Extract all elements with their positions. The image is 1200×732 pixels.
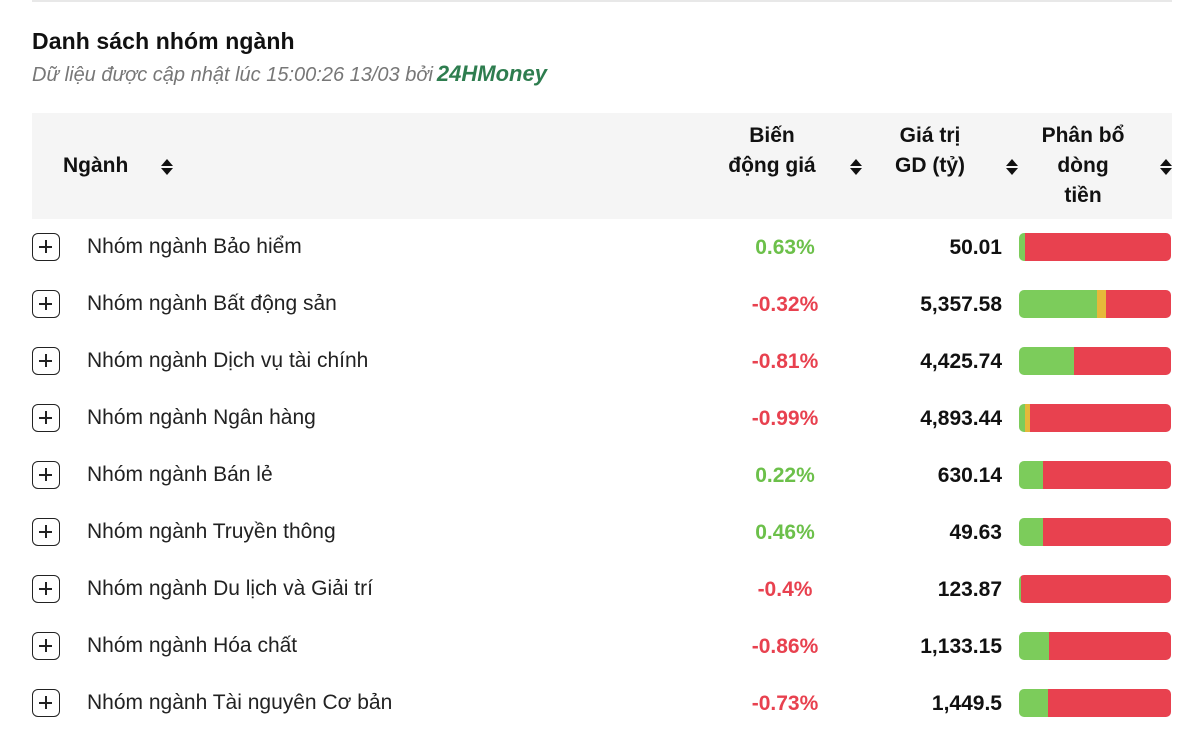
column-header-flow-line1: Phân bổ [1041,124,1125,147]
flow-segment-red [1049,632,1171,660]
page-title: Danh sách nhóm ngành [32,28,295,54]
flow-segment-green [1019,575,1021,603]
flow-segment-red [1020,575,1171,603]
industry-name[interactable]: Nhóm ngành Bán lẻ [87,463,273,486]
money-flow-bar [1019,632,1171,660]
flow-segment-green [1019,518,1044,546]
price-change: -0.32% [751,293,819,316]
flow-segment-red [1105,290,1171,318]
flow-segment-red [1047,689,1171,717]
price-change: -0.86% [751,635,819,658]
table-row: Nhóm ngành Hóa chất -0.86% 1,133.15 [32,618,1172,675]
table-row: Nhóm ngành Dịch vụ tài chính -0.81% 4,42… [32,333,1172,390]
price-change: -0.99% [751,407,819,430]
flow-segment-green [1019,632,1050,660]
column-header-name[interactable]: Ngành [63,154,129,177]
trade-value: 49.63 [949,521,1002,544]
top-divider [32,0,1172,2]
expand-icon[interactable] [32,518,60,546]
money-flow-bar [1019,575,1171,603]
expand-icon[interactable] [32,404,60,432]
price-change: 0.46% [755,521,815,544]
industry-name[interactable]: Nhóm ngành Tài nguyên Cơ bản [87,691,393,714]
flow-segment-yellow [1096,290,1106,318]
trade-value: 123.87 [937,578,1002,601]
update-text: Dữ liệu được cập nhật lúc 15:00:26 13/03… [32,64,433,86]
column-header-change-line1: Biến [749,124,795,147]
column-header-flow-line2: dòng [1057,154,1109,177]
price-change: -0.81% [751,350,819,373]
industry-name[interactable]: Nhóm ngành Hóa chất [87,634,298,657]
table-row: Nhóm ngành Bảo hiểm 0.63% 50.01 [32,219,1172,276]
money-flow-bar [1019,290,1171,318]
trade-value: 630.14 [937,464,1002,487]
table-row: Nhóm ngành Du lịch và Giải trí -0.4% 123… [32,561,1172,618]
industry-name[interactable]: Nhóm ngành Du lịch và Giải trí [87,577,373,600]
money-flow-bar [1019,518,1171,546]
column-header-value-line2: GD (tỷ) [895,154,965,177]
trade-value: 1,449.5 [931,692,1002,715]
money-flow-bar [1019,404,1171,432]
flow-segment-yellow [1025,404,1030,432]
table-row: Nhóm ngành Truyền thông 0.46% 49.63 [32,504,1172,561]
table-row: Nhóm ngành Bất động sản -0.32% 5,357.58 [32,276,1172,333]
column-header-change[interactable]: Biến động giá [712,121,832,181]
expand-icon[interactable] [32,632,60,660]
expand-icon[interactable] [32,347,60,375]
column-header-value[interactable]: Giá trị GD (tỷ) [875,121,985,181]
flow-segment-green [1019,290,1097,318]
expand-icon[interactable] [32,233,60,261]
price-change: 0.22% [755,464,815,487]
flow-segment-red [1043,461,1171,489]
trade-value: 1,133.15 [920,635,1002,658]
trade-value: 50.01 [949,236,1002,259]
expand-icon[interactable] [32,575,60,603]
sort-icon[interactable] [160,157,174,177]
table-row: Nhóm ngành Tài nguyên Cơ bản -0.73% 1,44… [32,675,1172,732]
money-flow-bar [1019,689,1171,717]
money-flow-bar [1019,461,1171,489]
sort-icon[interactable] [1005,157,1019,177]
industry-name[interactable]: Nhóm ngành Bảo hiểm [87,235,302,258]
column-header-value-line1: Giá trị [899,124,961,147]
industry-name[interactable]: Nhóm ngành Bất động sản [87,292,337,315]
price-change: -0.4% [757,578,813,601]
table-header: Ngành Biến động giá Giá trị GD (tỷ) Phân… [32,113,1172,219]
price-change: -0.73% [751,692,819,715]
column-header-change-line2: động giá [728,154,816,177]
sort-icon[interactable] [849,157,863,177]
flow-segment-red [1025,233,1171,261]
table-row: Nhóm ngành Bán lẻ 0.22% 630.14 [32,447,1172,504]
column-header-flow-line3: tiền [1064,184,1102,207]
trade-value: 4,893.44 [920,407,1002,430]
column-header-flow[interactable]: Phân bổ dòng tiền [1022,121,1144,211]
expand-icon[interactable] [32,461,60,489]
money-flow-bar [1019,233,1171,261]
flow-segment-red [1029,404,1171,432]
flow-segment-red [1073,347,1171,375]
price-change: 0.63% [755,236,815,259]
update-info: Dữ liệu được cập nhật lúc 15:00:26 13/03… [32,61,547,87]
table-row: Nhóm ngành Ngân hàng -0.99% 4,893.44 [32,390,1172,447]
flow-segment-green [1019,347,1074,375]
flow-segment-green [1019,404,1026,432]
flow-segment-green [1019,461,1044,489]
flow-segment-red [1043,518,1171,546]
trade-value: 5,357.58 [920,293,1002,316]
industry-name[interactable]: Nhóm ngành Dịch vụ tài chính [87,349,369,372]
flow-segment-green [1019,689,1048,717]
expand-icon[interactable] [32,689,60,717]
money-flow-bar [1019,347,1171,375]
expand-icon[interactable] [32,290,60,318]
industry-name[interactable]: Nhóm ngành Ngân hàng [87,406,316,429]
flow-segment-green [1019,233,1026,261]
sort-icon[interactable] [1159,157,1173,177]
industry-name[interactable]: Nhóm ngành Truyền thông [87,520,336,543]
trade-value: 4,425.74 [920,350,1002,373]
brand-link[interactable]: 24HMoney [436,61,547,86]
